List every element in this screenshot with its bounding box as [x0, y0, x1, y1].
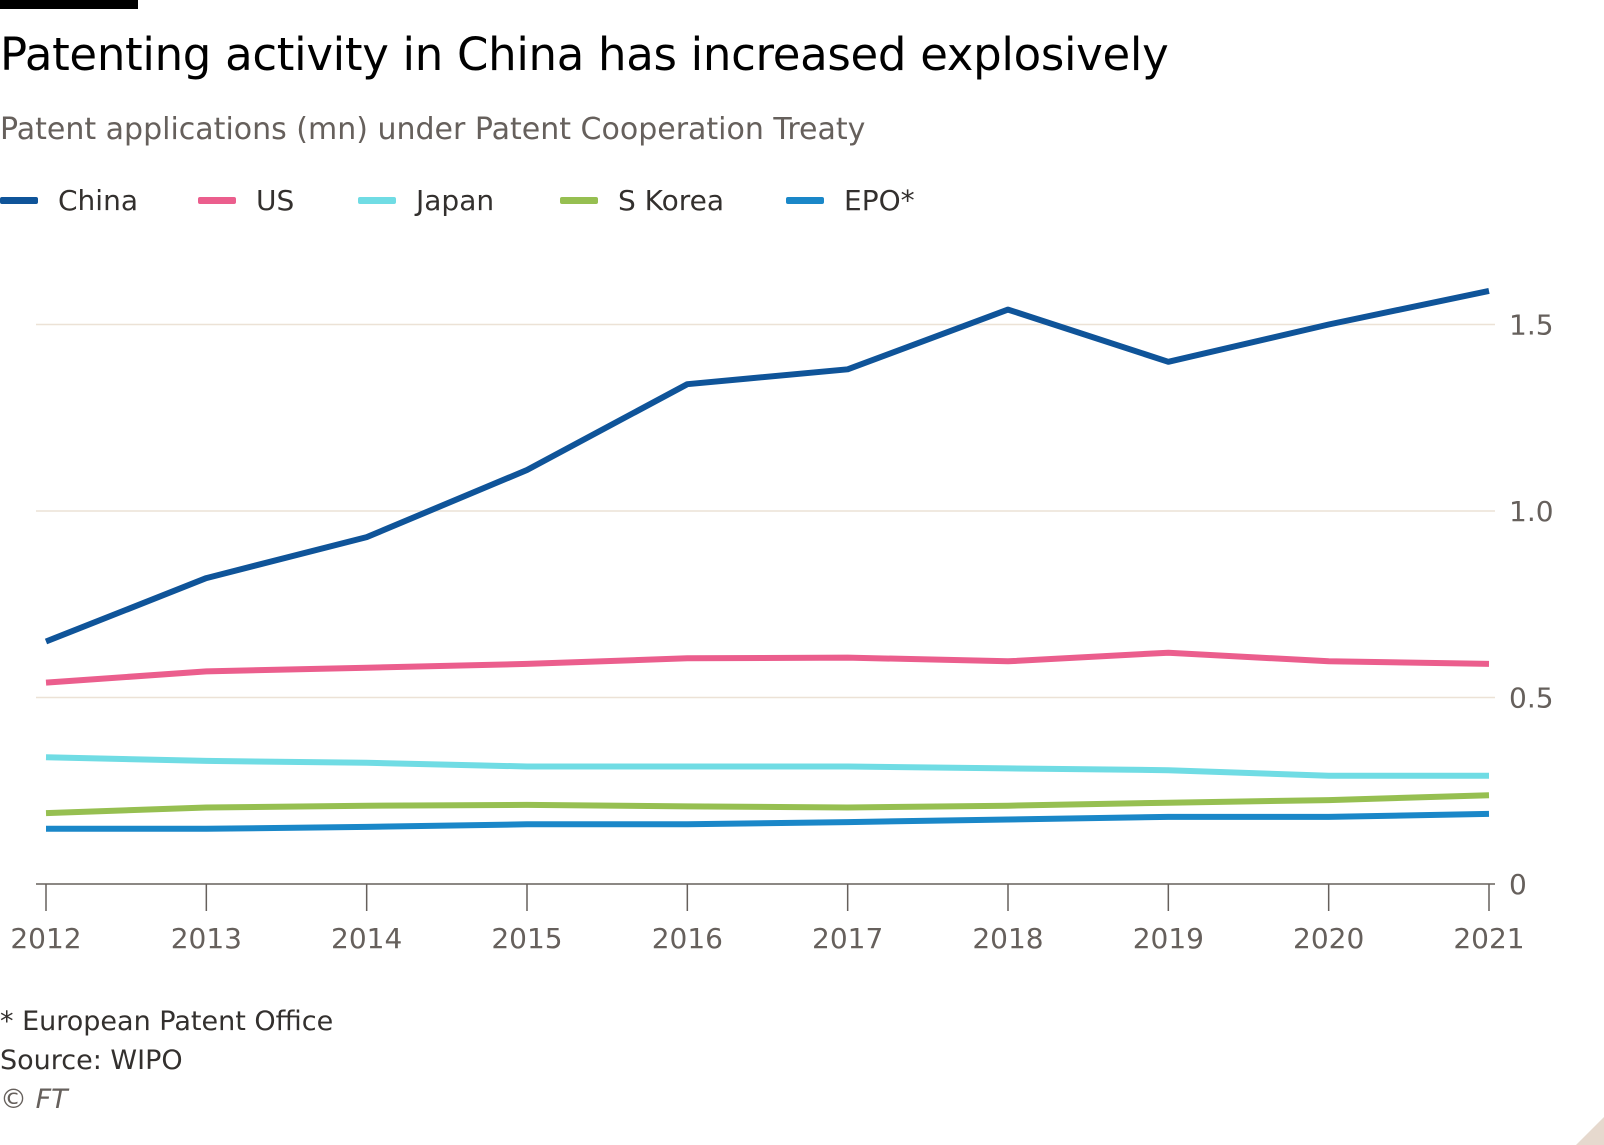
series-line-us: [45, 649, 1490, 686]
series-line-japan: [45, 754, 1489, 779]
x-tick-label: 2012: [10, 922, 81, 955]
y-tick-label: 1.5: [1509, 309, 1554, 342]
y-tick-label: 1.0: [1509, 495, 1554, 528]
legend-label-japan: Japan: [416, 183, 495, 217]
legend-item-s-korea: S Korea: [560, 178, 724, 222]
series-line-china: [44, 287, 1490, 645]
legend-swatch-s-korea: [560, 196, 598, 204]
x-tick-label: 2015: [491, 922, 562, 955]
legend-item-epo: EPO*: [786, 178, 915, 222]
legend: China US Japan S Korea EPO*: [0, 178, 1000, 222]
legend-item-japan: Japan: [358, 178, 494, 222]
legend-swatch-epo: [786, 196, 824, 204]
legend-swatch-china: [0, 196, 38, 204]
x-tick-label: 2020: [1293, 922, 1364, 955]
x-tick-label: 2021: [1453, 922, 1524, 955]
copyright-note: © FT: [0, 1084, 68, 1115]
corner-mark: [1576, 1117, 1604, 1145]
x-tick-label: 2019: [1133, 922, 1204, 955]
legend-item-us: US: [198, 178, 294, 222]
x-tick-label: 2013: [171, 922, 242, 955]
y-tick-label: 0.5: [1509, 682, 1554, 715]
line-chart: 0 0.5 1.0 1.5 2012 2013 2014 2015 2016 2017 2018 20…: [10, 287, 1554, 955]
legend-label-s-korea: S Korea: [618, 183, 725, 217]
chart-title: Patenting activity in China has increase…: [0, 28, 1169, 81]
series-line-epo: [46, 810, 1490, 832]
footnote-epo: * European Patent Office: [0, 1006, 334, 1037]
legend-swatch-japan: [358, 196, 396, 204]
source-note: Source: WIPO: [0, 1045, 183, 1076]
legend-label-china: China: [58, 183, 138, 217]
x-tick-label: 2017: [812, 922, 883, 955]
x-tick-label: 2016: [652, 922, 723, 955]
y-tick-label: 0: [1509, 868, 1527, 901]
legend-item-china: China: [0, 178, 138, 222]
chart-subtitle: Patent applications (mn) under Patent Co…: [0, 112, 866, 147]
header-bar: [0, 0, 138, 9]
legend-swatch-us: [198, 196, 236, 204]
legend-label-us: US: [256, 183, 295, 217]
legend-label-epo: EPO*: [844, 183, 915, 217]
x-tick-label: 2014: [331, 922, 402, 955]
series-line-s-korea: [45, 792, 1490, 817]
x-tick-label: 2018: [972, 922, 1043, 955]
